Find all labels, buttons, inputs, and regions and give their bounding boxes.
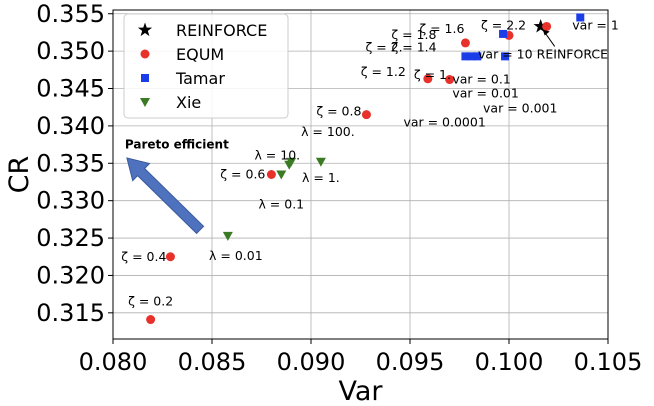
y-axis-label: CR: [4, 156, 35, 194]
equm-point: [146, 315, 156, 325]
pareto-arrow-shape: [126, 157, 205, 235]
data-marks: [146, 13, 585, 325]
equm-point: [165, 252, 175, 262]
tamar-point: [576, 13, 585, 22]
reinforce-point: [533, 18, 548, 33]
annotation-label: ζ = 1.4: [391, 39, 436, 54]
grid: [112, 10, 609, 339]
x-axis-label: Var: [338, 376, 383, 406]
y-tick-label: 0.315: [36, 299, 105, 327]
x-tick-label: 0.095: [376, 348, 445, 376]
annotations: ζ = 0.2 ζ = 0.4 ζ = 0.6 ζ = 0.8 ζ = 1. ζ = 1.…: [121, 17, 619, 308]
annotation-label: λ = 0.1: [258, 197, 304, 212]
annotation-label: ζ = 1.8: [391, 27, 436, 42]
pareto-arrow: [126, 157, 205, 235]
y-tick-label: 0.330: [36, 187, 105, 215]
y-tick-label: 0.345: [36, 75, 105, 103]
annotation-label: ζ = 2.: [365, 39, 402, 54]
legend-label-reinforce: REINFORCE: [176, 21, 267, 40]
annotation-label: var = 0.1: [452, 71, 511, 86]
legend-marker-reinforce: [137, 22, 153, 37]
tamar-point: [499, 29, 508, 38]
legend-label-xie: Xie: [176, 93, 201, 112]
equm-point: [542, 21, 552, 31]
annotation-label: ζ = 2.2: [481, 17, 526, 32]
x-tick-label: 0.105: [574, 348, 643, 376]
y-tick-label: 0.355: [36, 0, 105, 28]
xie-point: [286, 157, 297, 167]
y-tick-label: 0.325: [36, 224, 105, 252]
legend-label-tamar: Tamar: [175, 69, 225, 88]
tamar-point: [473, 52, 482, 61]
x-tick-label: 0.080: [79, 348, 148, 376]
annotation-label: var = 0.01: [452, 85, 518, 100]
annotation-label: λ = 100.: [301, 124, 355, 139]
annotation-label: var = 0.0001: [403, 114, 485, 129]
plot-frame: [112, 9, 609, 340]
equm-point: [266, 170, 276, 179]
legend-marker-tamar: [141, 74, 149, 82]
reinforce-pointer-head: [542, 29, 550, 36]
x-tick-label: 0.085: [178, 348, 247, 376]
x-tick-label: 0.100: [475, 348, 544, 376]
legend-marker-xie: [140, 98, 150, 107]
pareto-efficient-label: Pareto efficient: [125, 137, 229, 151]
equm-point: [423, 74, 433, 84]
axes: 0.080 0.085 0.090 0.095 0.100 0.105 0.315 0.320…: [4, 0, 642, 406]
annotation-label: λ = 0.01: [209, 248, 263, 263]
y-tick-label: 0.335: [36, 149, 105, 177]
y-tick-label: 0.340: [36, 112, 105, 140]
annotation-label: ζ = 1.: [414, 67, 451, 82]
annotation-label: var = 10: [478, 46, 533, 61]
equm-point: [460, 38, 470, 48]
annotation-label: var = 0.001: [483, 100, 557, 115]
xie-point: [222, 231, 233, 241]
annotation-label: λ = 1.: [302, 170, 340, 185]
y-tick-label: 0.350: [36, 37, 105, 65]
x-tick-label: 0.090: [277, 348, 346, 376]
annotation-label: ζ = 0.6: [220, 167, 265, 182]
y-tick-label: 0.320: [36, 261, 105, 289]
tamar-point: [467, 52, 476, 61]
annotation-label: REINFORCE: [537, 46, 608, 61]
xie-point: [276, 170, 287, 180]
annotation-label: ζ = 1.2: [361, 64, 406, 79]
tamar-point: [461, 52, 470, 61]
legend-box: [123, 13, 289, 119]
equm-point: [361, 110, 371, 120]
xie-point: [315, 157, 326, 167]
annotation-label: ζ = 0.4: [121, 249, 166, 264]
annotation-label: ζ = 0.8: [316, 104, 361, 119]
legend-marker-equm: [140, 49, 150, 59]
tamar-point: [501, 52, 510, 61]
annotation-label: ζ = 0.2: [128, 294, 173, 309]
legend: REINFORCE EQUM Tamar Xie: [123, 13, 289, 119]
annotation-label: λ = 10.: [254, 148, 300, 163]
legend-label-equm: EQUM: [176, 45, 224, 64]
equm-point: [445, 75, 455, 85]
annotation-label: ζ = 1.6: [419, 21, 464, 36]
annotation-label: var = 1: [572, 17, 619, 32]
